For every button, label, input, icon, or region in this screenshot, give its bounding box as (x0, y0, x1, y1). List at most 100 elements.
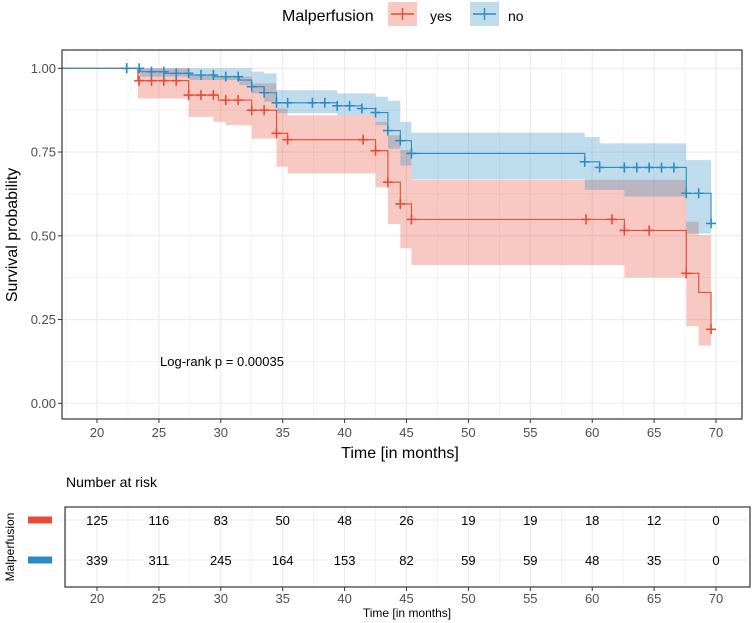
gridlines (62, 50, 742, 419)
censor-mark-yes (271, 128, 282, 139)
censor-mark-yes (681, 268, 692, 279)
risk-table-ylabel: Malperfusion (3, 513, 17, 582)
censor-mark-no (579, 156, 590, 167)
risk-row-swatch-yes (28, 516, 52, 524)
risk-table-xlabel: Time [in months] (363, 606, 451, 620)
y-tick-label: 1.00 (31, 61, 56, 76)
risk-count-yes: 0 (712, 513, 719, 528)
risk-x-tick-label: 60 (585, 591, 599, 606)
risk-count-no: 311 (149, 553, 170, 568)
x-tick-label: 65 (647, 425, 661, 440)
risk-count-no: 245 (210, 553, 232, 568)
censor-mark-no (668, 162, 679, 173)
censor-mark-no (246, 81, 257, 92)
censor-mark-no (356, 103, 367, 114)
y-axis-title: Survival probability (4, 168, 21, 302)
risk-count-no: 164 (272, 553, 294, 568)
risk-count-yes: 18 (585, 513, 599, 528)
plot-panel-border (61, 49, 743, 420)
risk-count-yes: 19 (461, 513, 475, 528)
x-tick-label: 70 (709, 425, 723, 440)
risk-count-yes: 48 (337, 513, 351, 528)
x-tick-label: 20 (90, 425, 104, 440)
risk-x-tick-label: 40 (337, 591, 351, 606)
legend-key-yes (388, 2, 417, 26)
x-tick-label: 60 (585, 425, 599, 440)
risk-count-yes: 83 (214, 513, 228, 528)
censor-mark-no (693, 188, 704, 199)
censor-mark-no (319, 97, 330, 108)
censor-mark-no (656, 162, 667, 173)
y-tick-label: 0.50 (31, 228, 56, 243)
censor-mark-no (208, 70, 219, 80)
censor-mark-no (171, 68, 182, 79)
risk-count-yes: 19 (523, 513, 537, 528)
risk-count-no: 48 (585, 553, 599, 568)
censor-mark-yes (233, 95, 244, 106)
risk-count-no: 153 (334, 553, 356, 568)
censor-mark-no (706, 218, 717, 229)
risk-row-swatch-no (28, 556, 52, 564)
censor-mark-yes (158, 75, 169, 86)
censor-mark-yes (195, 90, 206, 101)
risk-count-yes: 116 (149, 513, 170, 528)
risk-x-tick-label: 65 (647, 591, 661, 606)
censor-mark-no (220, 71, 231, 82)
censor-mark-yes (146, 75, 157, 86)
censor-mark-no (631, 162, 642, 173)
censor-mark-no (271, 97, 282, 108)
ci-band-yes (62, 68, 712, 346)
confidence-bands (62, 68, 712, 346)
censor-mark-yes (607, 214, 618, 225)
censor-mark-no (146, 66, 157, 77)
censor-mark-no (681, 188, 692, 199)
risk-x-tick-label: 20 (90, 591, 104, 606)
censor-mark-no (158, 66, 169, 77)
risk-x-tick-label: 35 (275, 591, 289, 606)
x-tick-label: 25 (152, 425, 166, 440)
censor-mark-no (195, 70, 206, 80)
risk-x-tick-label: 30 (214, 591, 228, 606)
risk-count-no: 35 (647, 553, 661, 568)
y-tick-label: 0.75 (31, 145, 56, 160)
axes: 20 25 30 35 40 45 50 55 60 65 70 0.00 0.25 0.50 0.75 1.… (31, 61, 724, 440)
censor-mark-yes (619, 225, 630, 236)
censor-mark-yes (581, 214, 592, 225)
censor-mark-yes (246, 105, 257, 116)
risk-x-tick-label: 25 (152, 591, 166, 606)
censor-mark-yes (706, 324, 717, 335)
ci-band-no (62, 68, 712, 234)
legend-label-no: no (508, 8, 524, 24)
legend-plus-icon (473, 8, 496, 20)
risk-count-yes: 26 (399, 513, 413, 528)
risk-x-tick-label: 45 (399, 591, 413, 606)
censor-mark-yes (134, 75, 145, 86)
censor-mark-no (183, 68, 194, 79)
censor-mark-yes (382, 177, 393, 188)
y-tick-label: 0.00 (31, 396, 56, 411)
x-axis-title: Time [in months] (341, 445, 459, 462)
risk-count-yes: 12 (647, 513, 661, 528)
legend-plus-icon (391, 8, 414, 20)
risk-count-no: 0 (712, 553, 719, 568)
censor-mark-yes (282, 134, 293, 145)
x-tick-label: 40 (337, 425, 351, 440)
x-tick-label: 50 (461, 425, 475, 440)
risk-table-border (64, 506, 751, 588)
legend-label-yes: yes (430, 8, 452, 24)
censor-mark-no (307, 97, 318, 108)
risk-table-title: Number at risk (66, 474, 158, 490)
y-tick-label: 0.25 (31, 312, 56, 327)
x-tick-label: 55 (523, 425, 537, 440)
x-tick-label: 35 (275, 425, 289, 440)
logrank-annotation: Log-rank p = 0.00035 (160, 354, 284, 369)
censor-mark-no (370, 107, 381, 118)
survival-curves (62, 63, 717, 335)
censor-mark-yes (370, 145, 381, 156)
censor-mark-no (619, 162, 630, 173)
legend: Malperfusion yes no (282, 2, 524, 26)
censor-mark-yes (358, 134, 369, 145)
risk-count-no: 339 (86, 553, 108, 568)
censor-mark-no (594, 162, 605, 173)
